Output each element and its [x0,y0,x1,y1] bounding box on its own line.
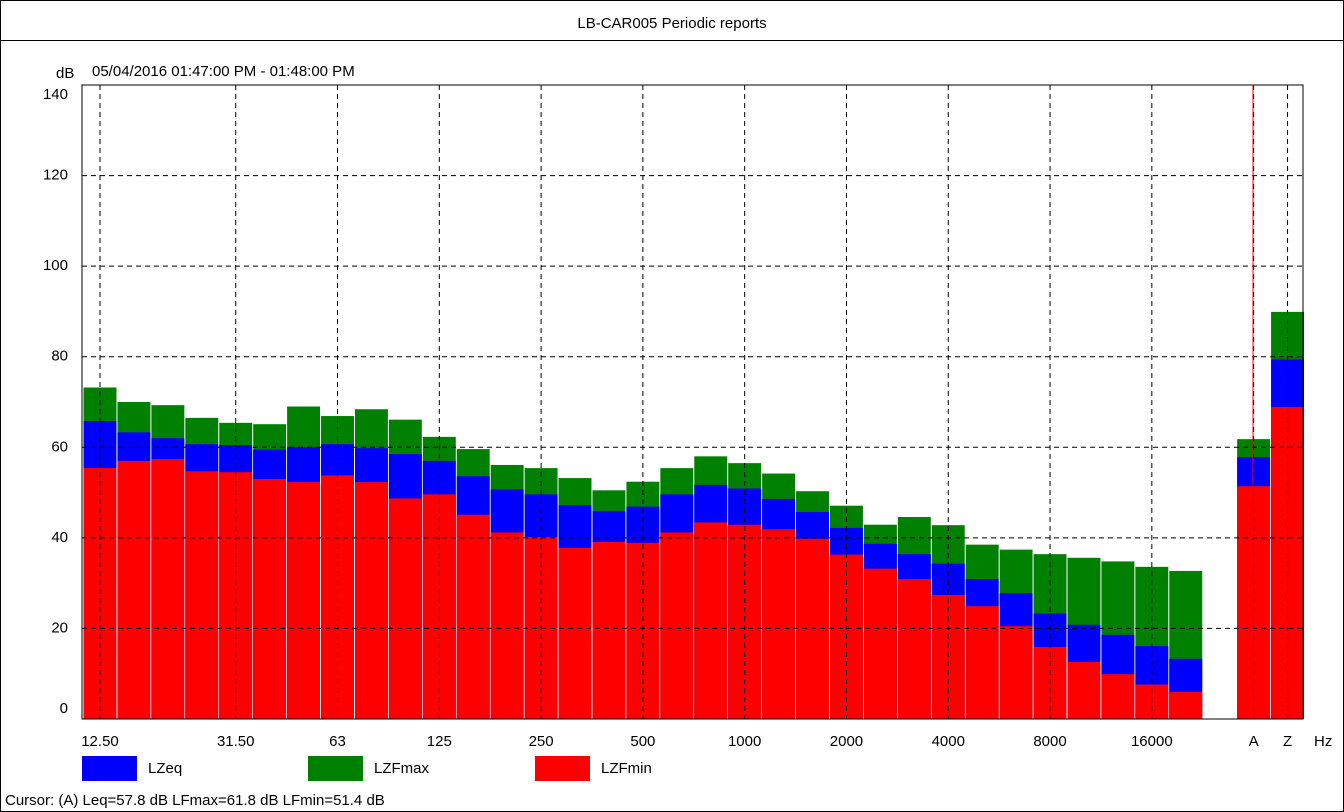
x-tick-label: 31.50 [217,733,255,750]
bar [1169,691,1203,719]
x-tick-label: A [1249,733,1259,750]
y-axis-label: dB [56,65,74,82]
bar [1101,674,1135,719]
x-tick-label: 16000 [1131,733,1173,750]
x-axis-label: Hz [1314,733,1332,750]
x-tick-label: 4000 [932,733,965,750]
x-tick-label: Z [1283,733,1292,750]
bar [287,482,321,719]
x-tick-label: 125 [427,733,452,750]
bar [354,482,388,719]
legend-swatch [535,756,590,781]
bar [321,475,354,719]
y-tick-label: 120 [43,167,68,184]
bar [592,541,626,719]
x-tick-label: 2000 [830,733,863,750]
y-tick-label: 100 [43,257,68,274]
bar [456,514,490,719]
y-tick-label: 0 [60,700,68,717]
y-tick-label: 140 [43,86,68,103]
y-tick-label: 80 [51,348,68,365]
bar [965,606,999,719]
bar [151,459,185,719]
legend-swatch [82,756,137,781]
plot-frame [81,84,1304,720]
x-tick-label: 500 [630,733,655,750]
legend-label: LZeq [148,760,182,777]
legend-swatch [308,756,363,781]
bar [863,568,897,719]
y-tick-label: 60 [51,438,68,455]
legend-label: LZFmin [601,760,652,777]
x-tick-label: 1000 [728,733,761,750]
bar [558,547,592,719]
x-tick-label: 8000 [1033,733,1066,750]
bar [999,626,1033,719]
bar [762,529,796,719]
x-tick-label: 250 [529,733,554,750]
bar [897,579,931,719]
bar [185,471,219,719]
bar [117,460,151,719]
x-tick-label: 63 [329,733,346,750]
bar [1067,661,1101,719]
bar [694,522,728,719]
chart-subtitle: 05/04/2016 01:47:00 PM - 01:48:00 PM [92,63,355,80]
y-tick-label: 20 [51,619,68,636]
bar [253,478,287,719]
y-tick-label: 40 [51,529,68,546]
x-tick-label: 12.50 [81,733,119,750]
bar [388,498,422,719]
chart-title: LB-CAR005 Periodic reports [577,15,766,32]
bar [660,532,694,719]
legend-label: LZFmax [374,760,430,777]
bar [490,532,524,719]
bar [219,472,253,719]
cursor-readout: Cursor: (A) Leq=57.8 dB LFmax=61.8 dB LF… [5,792,385,809]
